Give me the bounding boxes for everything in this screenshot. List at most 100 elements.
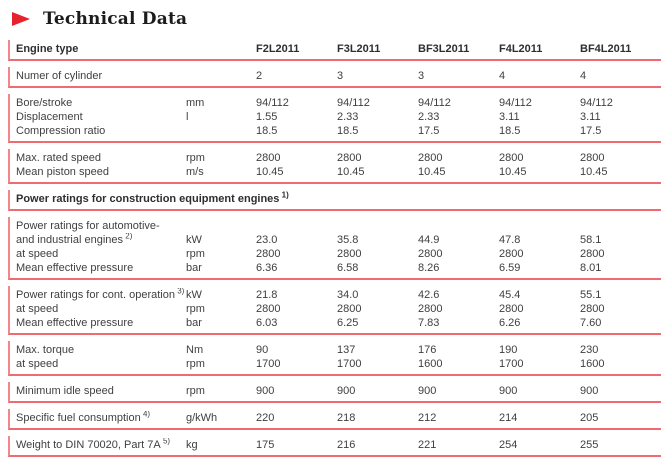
page-title: Technical Data <box>43 9 188 29</box>
row-value: 1.55 <box>256 111 278 123</box>
table-row: Power ratings for cont. operation 3) kW 21… <box>16 288 661 302</box>
row-value: 2800 <box>256 303 281 315</box>
row-unit: rpm <box>186 303 205 315</box>
row-unit: Nm <box>186 344 204 356</box>
row-value: 6.59 <box>499 262 521 274</box>
group-section-construction-equipment: Power ratings for construction equipment… <box>8 190 661 211</box>
row-label: Max. rated speed <box>16 152 101 164</box>
row-value: 21.8 <box>256 289 278 301</box>
row-value: 4 <box>499 70 506 82</box>
group-automotive-industrial-ratings: Power ratings for automotive-and industr… <box>8 217 661 280</box>
row-label: Engine type <box>16 43 79 55</box>
row-value: 190 <box>499 344 518 356</box>
row-label: Power ratings for automotive- <box>16 220 160 232</box>
row-label: Displacement <box>16 111 83 123</box>
footnote-marker: 2) <box>123 233 133 241</box>
table-row: Weight to DIN 70020, Part 7A 5) kg 175 216 2… <box>16 438 661 452</box>
row-unit: rpm <box>186 152 205 164</box>
row-value: 3.11 <box>499 111 520 123</box>
group-idle-speed: Minimum idle speed rpm 900 900 900 900 900 <box>8 382 661 403</box>
row-unit: rpm <box>186 358 205 370</box>
table-row: and industrial engines 2) kW 23.0 35.8 44.9 4… <box>16 233 661 247</box>
row-value: 94/112 <box>256 97 289 109</box>
row-value: 55.1 <box>580 289 602 301</box>
row-value: 2.33 <box>337 111 359 123</box>
row-value: 17.5 <box>580 125 602 137</box>
row-value: 94/112 <box>418 97 451 109</box>
row-label: Mean effective pressure <box>16 262 134 274</box>
row-value: F4L2011 <box>499 43 543 55</box>
row-label: and industrial engines 2) <box>16 233 133 246</box>
row-value: 2800 <box>580 152 605 164</box>
row-value: 3 <box>418 70 425 82</box>
group-bore-displacement-compression: Bore/stroke mm 94/112 94/112 94/112 94/112 94/… <box>8 94 661 143</box>
row-value <box>580 219 661 233</box>
row-value: 900 <box>580 385 599 397</box>
row-label: Minimum idle speed <box>16 385 114 397</box>
group-fuel-consumption: Specific fuel consumption 4) g/kWh 220 218 2… <box>8 409 661 430</box>
row-value: 1600 <box>418 358 443 370</box>
group-rated-speed: Max. rated speed rpm 2800 2800 2800 2800 2800 M… <box>8 149 661 184</box>
row-value: 35.8 <box>337 234 359 246</box>
group-continuous-operation-ratings: Power ratings for cont. operation 3) kW 21… <box>8 286 661 335</box>
table-row: Mean effective pressure bar 6.03 6.25 7.83 6.… <box>16 316 661 330</box>
row-value: 900 <box>499 385 518 397</box>
footnote-marker: 4) <box>140 411 151 419</box>
table-row: Numer of cylinder 2 3 3 4 4 <box>16 69 661 83</box>
row-value: 2800 <box>256 152 281 164</box>
row-value: 18.5 <box>337 125 359 137</box>
row-value: 6.26 <box>499 317 521 329</box>
row-value: 44.9 <box>418 234 440 246</box>
red-triangle-icon <box>12 12 30 26</box>
table-row: Specific fuel consumption 4) g/kWh 220 218 2… <box>16 411 661 425</box>
row-unit: g/kWh <box>186 412 218 424</box>
row-value: 1700 <box>256 358 281 370</box>
row-value: 205 <box>580 412 599 424</box>
row-value: 94/112 <box>580 97 613 109</box>
group-number-of-cylinders: Numer of cylinder 2 3 3 4 4 <box>8 67 661 88</box>
group-max-torque: Max. torque Nm 90 137 176 190 230 at speed rpm 17… <box>8 341 661 376</box>
row-value: 17.5 <box>418 125 440 137</box>
row-value: 45.4 <box>499 289 521 301</box>
data-table: Engine type F2L2011 F3L2011 BF3L2011 F4L2011… <box>8 40 661 457</box>
row-value: 10.45 <box>499 166 527 178</box>
row-value: 1700 <box>337 358 362 370</box>
row-value: 212 <box>418 412 437 424</box>
row-value: 4 <box>580 70 587 82</box>
row-value <box>256 219 337 233</box>
row-value: 10.45 <box>256 166 284 178</box>
row-unit <box>186 219 256 233</box>
row-value: 175 <box>256 439 275 451</box>
row-value: 214 <box>499 412 518 424</box>
row-label: Power ratings for cont. operation 3) <box>16 288 185 301</box>
row-label: at speed <box>16 358 59 370</box>
row-value: 10.45 <box>337 166 365 178</box>
row-value: F3L2011 <box>337 43 381 55</box>
row-value: 3.11 <box>580 111 601 123</box>
table-row: at speed rpm 2800 2800 2800 2800 2800 <box>16 302 661 316</box>
row-value: 1700 <box>499 358 524 370</box>
row-value: 6.36 <box>256 262 278 274</box>
table-row: Max. rated speed rpm 2800 2800 2800 2800 2800 <box>16 151 661 165</box>
row-value: 7.83 <box>418 317 440 329</box>
row-value: 23.0 <box>256 234 278 246</box>
row-unit <box>186 69 256 83</box>
row-value: BF4L2011 <box>580 43 632 55</box>
row-value <box>499 219 580 233</box>
row-value: 2800 <box>580 303 605 315</box>
row-unit: mm <box>186 97 205 109</box>
row-unit: kg <box>186 439 198 451</box>
row-value: 900 <box>256 385 275 397</box>
row-value: 2800 <box>580 248 605 260</box>
row-unit: rpm <box>186 385 205 397</box>
row-unit: rpm <box>186 248 205 260</box>
row-label: Max. torque <box>16 344 75 356</box>
row-value: 2 <box>256 70 263 82</box>
row-unit: m/s <box>186 166 204 178</box>
row-value: 10.45 <box>580 166 608 178</box>
row-value: 254 <box>499 439 518 451</box>
row-value: 8.26 <box>418 262 440 274</box>
row-value: 218 <box>337 412 356 424</box>
row-value: 230 <box>580 344 599 356</box>
row-label: at speed <box>16 303 59 315</box>
